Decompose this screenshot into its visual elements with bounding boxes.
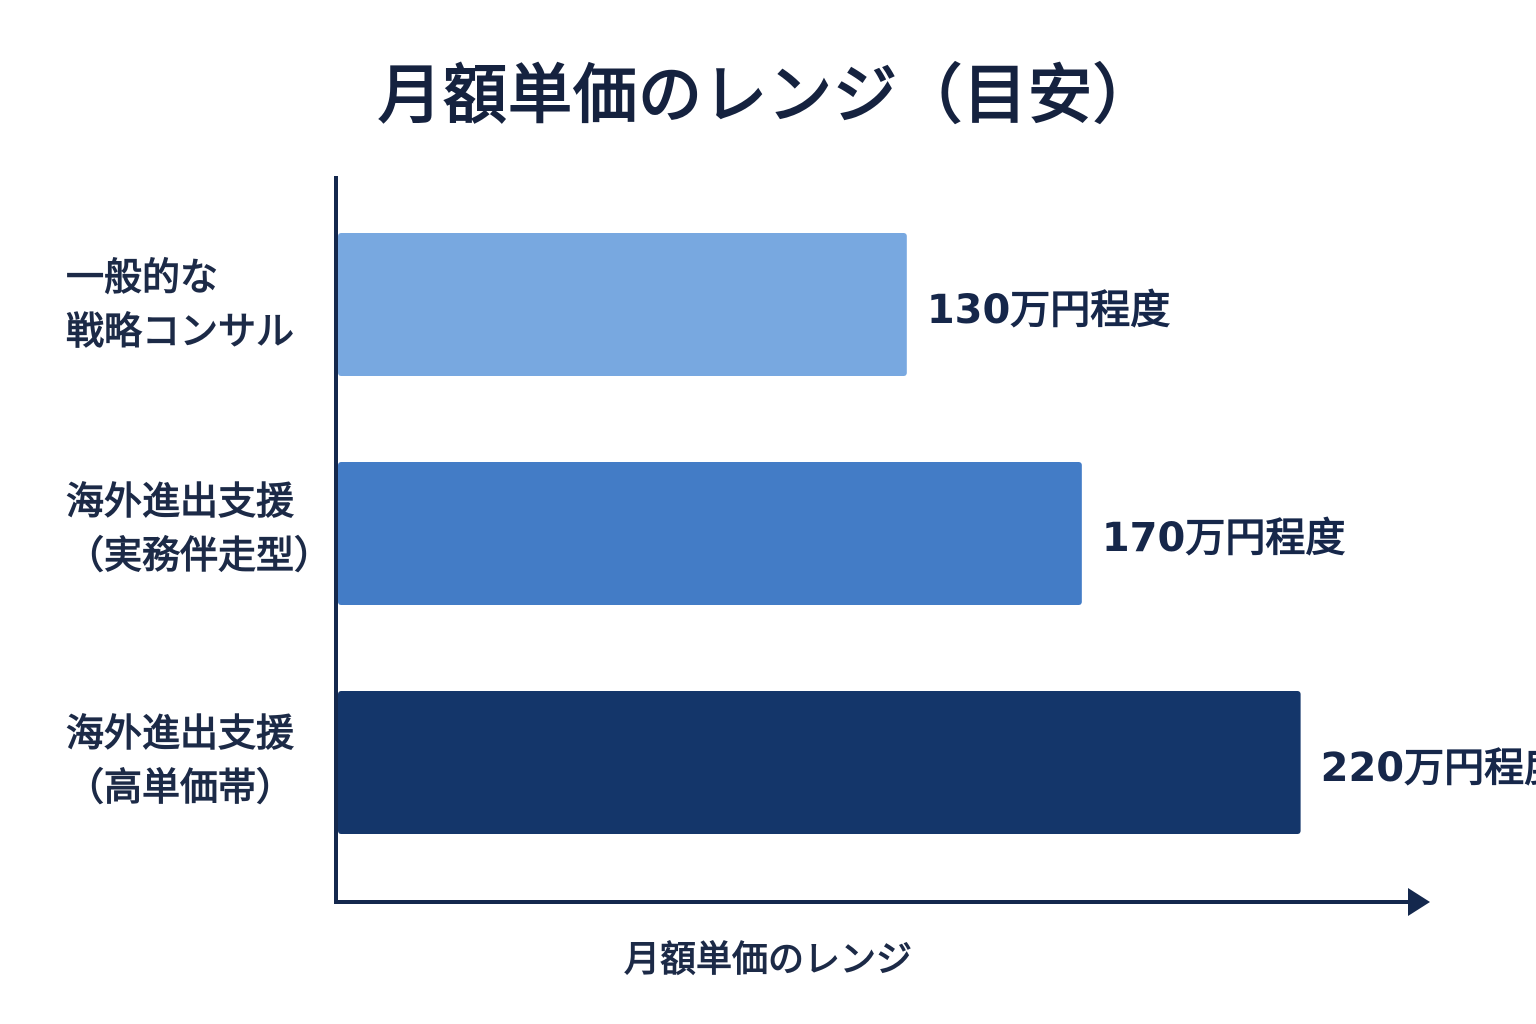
category-label-line: 一般的な (66, 255, 219, 299)
chart-title: 月額単価のレンジ（目安） (378, 59, 1158, 133)
bar (338, 691, 1301, 834)
x-axis-arrow-icon (1408, 888, 1430, 916)
bar (338, 233, 907, 376)
category-label: 海外進出支援 （実務伴走型） (66, 474, 333, 582)
value-label: 170万円程度 (1101, 515, 1346, 561)
category-label: 一般的な 戦略コンサル (66, 250, 326, 358)
bar (338, 462, 1082, 605)
category-label-line: 戦略コンサル (66, 309, 295, 353)
value-label: 130万円程度 (926, 287, 1171, 333)
category-label-line: （高単価帯） (66, 765, 295, 809)
x-axis-label: 月額単価のレンジ (623, 939, 912, 980)
category-label-line: （実務伴走型） (66, 533, 333, 577)
category-label-line: 海外進出支援 (66, 711, 295, 755)
value-label: 220万円程度 (1320, 745, 1536, 791)
category-label: 海外進出支援 （高単価帯） (66, 706, 326, 814)
category-label-line: 海外進出支援 (66, 479, 295, 523)
